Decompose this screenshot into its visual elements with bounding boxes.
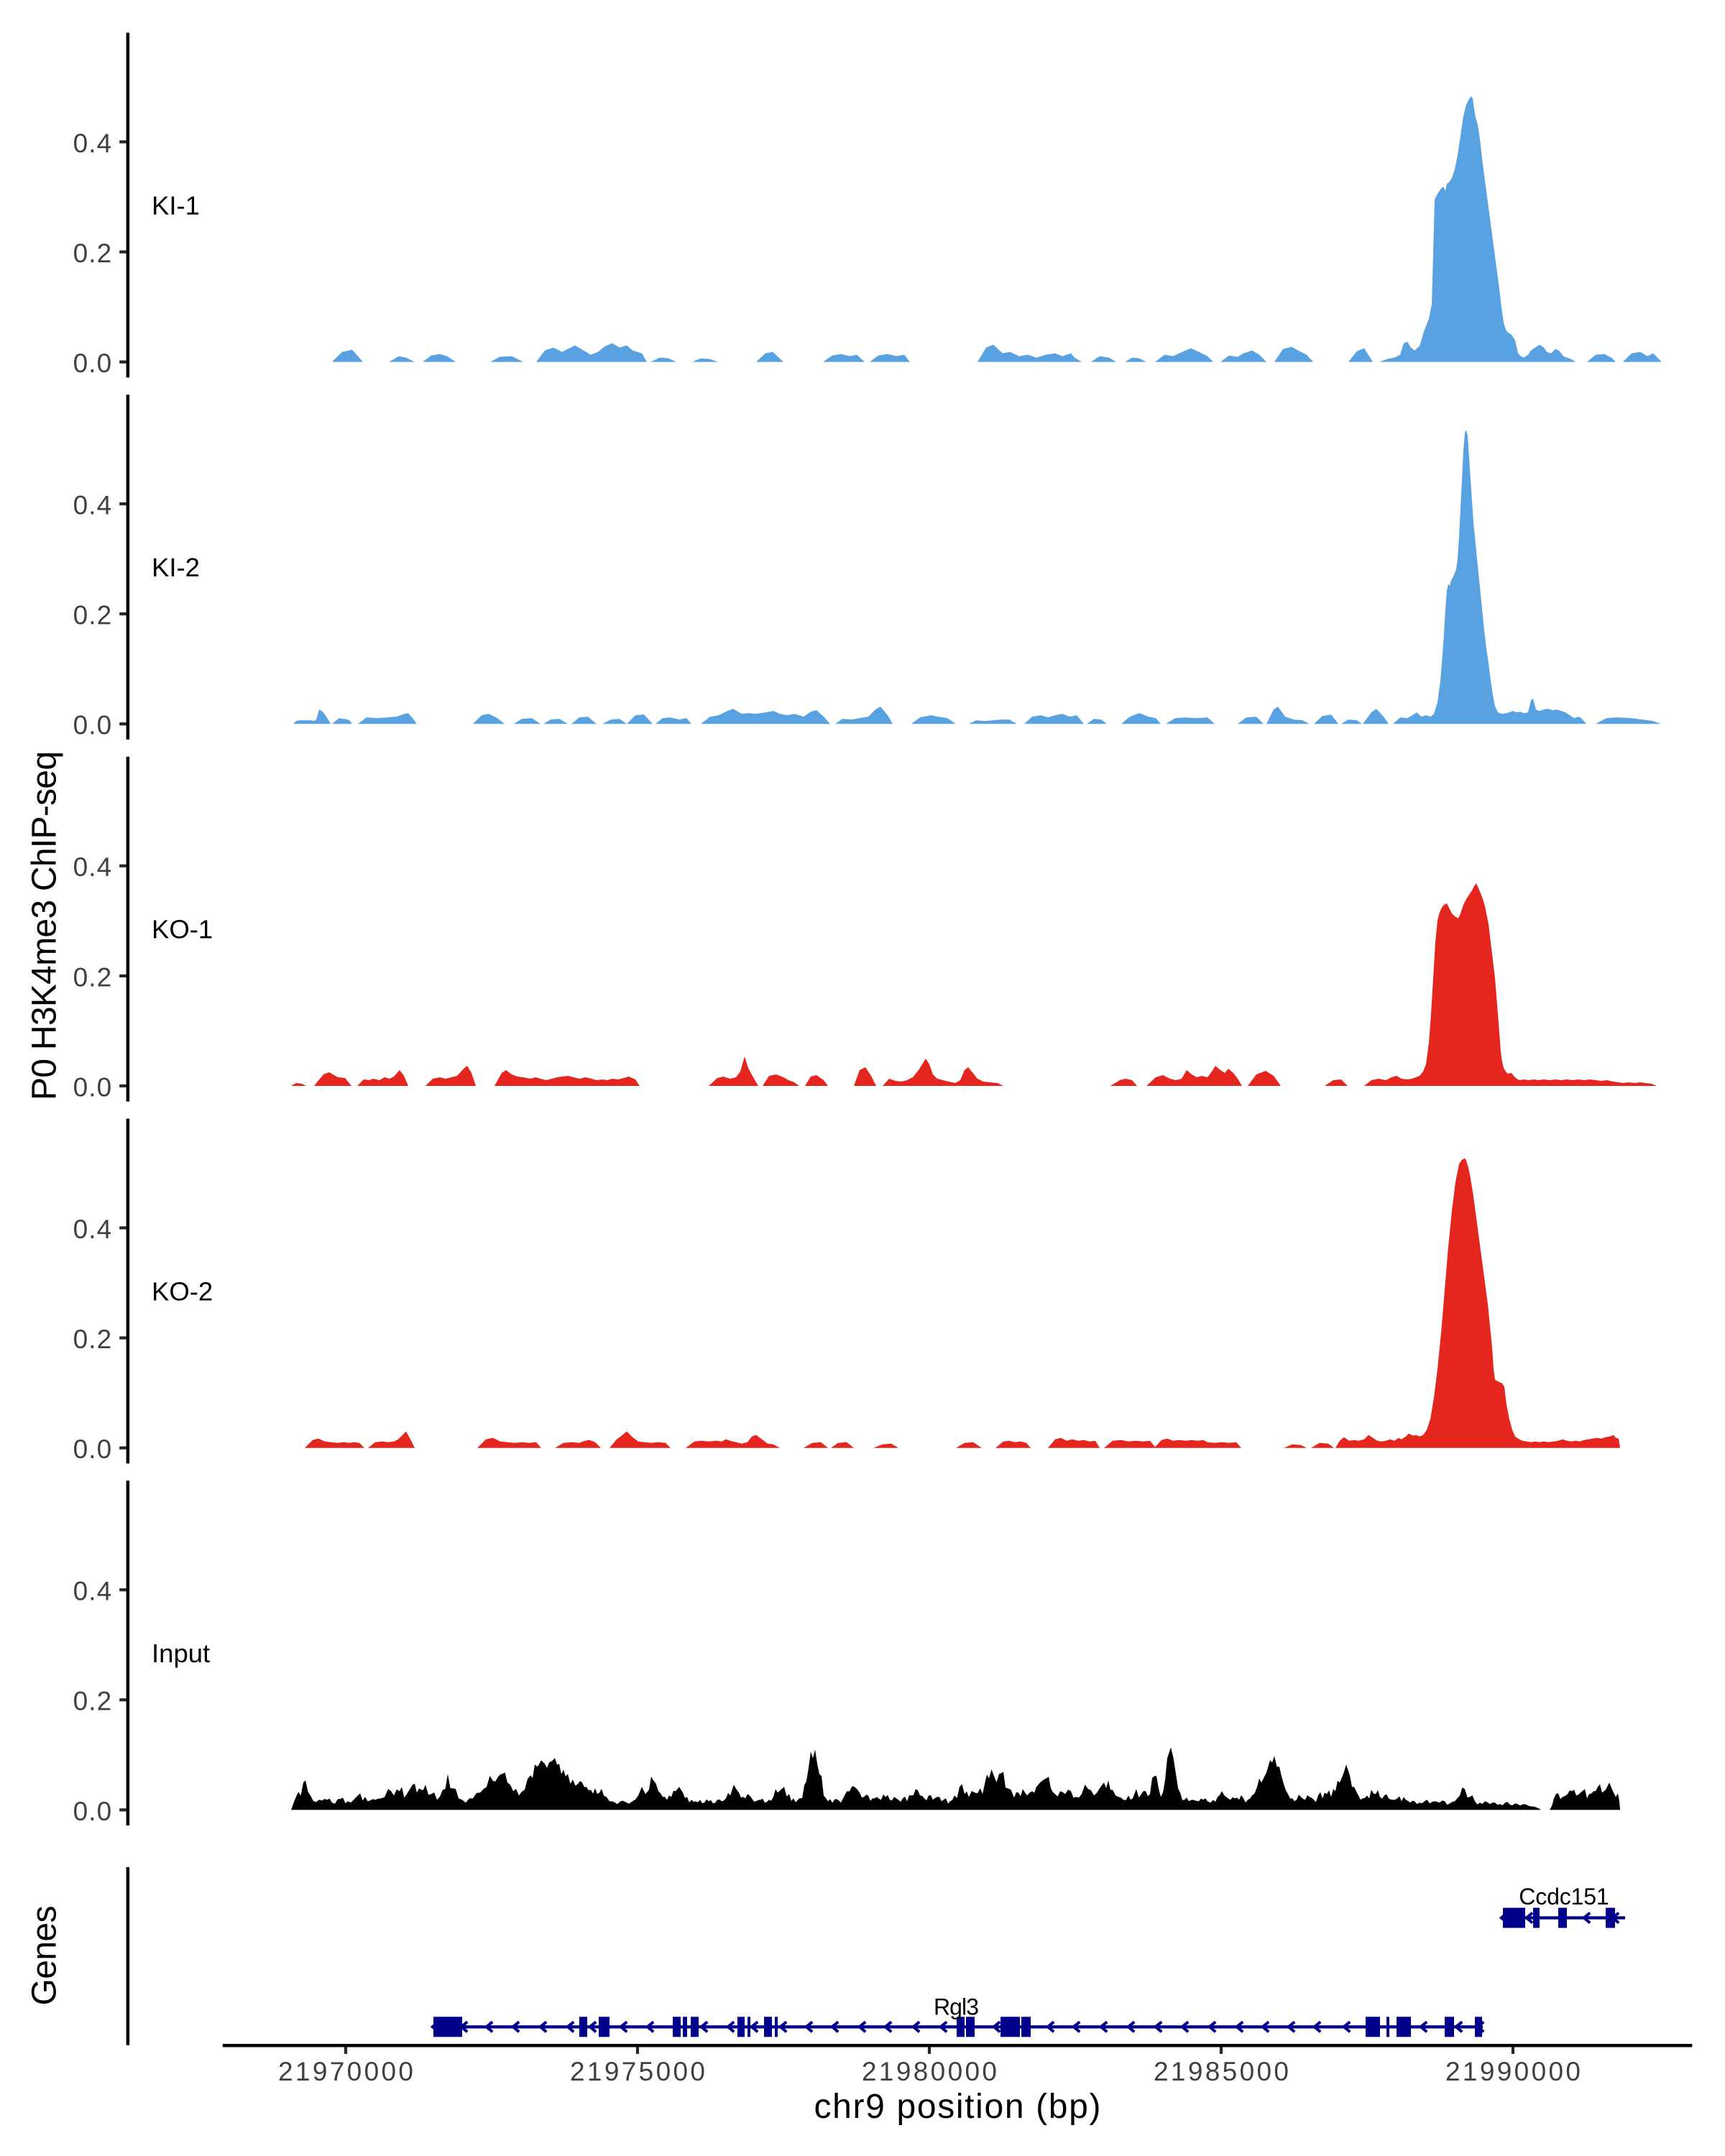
svg-text:P0 H3K4me3 ChIP-seq: P0 H3K4me3 ChIP-seq: [26, 751, 64, 1100]
svg-text:KI-2: KI-2: [152, 553, 200, 582]
svg-text:0.2: 0.2: [73, 962, 112, 992]
svg-text:0.0: 0.0: [73, 711, 112, 740]
svg-text:0.4: 0.4: [73, 129, 112, 158]
svg-text:0.2: 0.2: [73, 239, 112, 268]
svg-text:Rgl3: Rgl3: [934, 1994, 979, 2020]
svg-text:0.0: 0.0: [73, 349, 112, 378]
svg-text:0.4: 0.4: [73, 491, 112, 520]
svg-text:KI-1: KI-1: [152, 190, 200, 220]
svg-text:0.0: 0.0: [73, 1072, 112, 1102]
svg-text:KO-1: KO-1: [152, 915, 213, 944]
svg-text:0.0: 0.0: [73, 1797, 112, 1826]
svg-text:0.0: 0.0: [73, 1434, 112, 1464]
svg-text:Genes: Genes: [26, 1906, 64, 2006]
svg-text:0.4: 0.4: [73, 1577, 112, 1606]
svg-text:KO-2: KO-2: [152, 1276, 213, 1306]
svg-text:Ccdc151: Ccdc151: [1519, 1884, 1609, 1909]
svg-text:Input: Input: [152, 1639, 210, 1668]
svg-text:0.4: 0.4: [73, 1215, 112, 1244]
svg-text:0.2: 0.2: [73, 601, 112, 630]
svg-text:0.2: 0.2: [73, 1325, 112, 1354]
svg-text:chr9 position (bp): chr9 position (bp): [814, 2088, 1101, 2126]
svg-text:0.4: 0.4: [73, 852, 112, 882]
svg-text:0.2: 0.2: [73, 1687, 112, 1716]
